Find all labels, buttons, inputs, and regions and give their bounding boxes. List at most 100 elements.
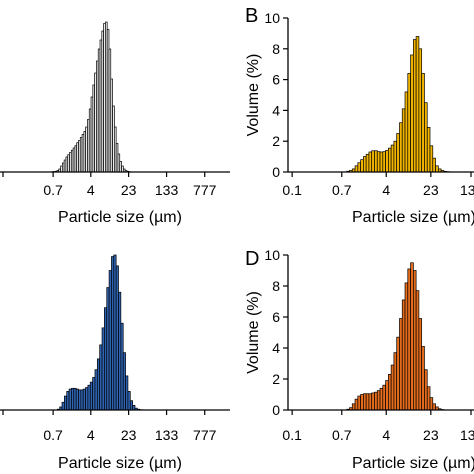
bar (122, 352, 126, 411)
y-axis-title: Volume (%) (245, 54, 262, 137)
bar (374, 391, 378, 411)
panel-label: B (245, 5, 258, 27)
bar (89, 381, 93, 411)
bar (108, 270, 112, 411)
bar (413, 270, 417, 411)
y-tick-label: 2 (272, 133, 280, 149)
y-tick-label: 0 (272, 164, 280, 180)
x-tick-label: 4 (87, 182, 95, 198)
bar (410, 54, 414, 173)
bar (66, 391, 70, 411)
bar (368, 393, 373, 411)
x-tick-label: 4 (382, 427, 390, 443)
panel-c: 0.7 4 23 133 777 Particle size (µm) (0, 254, 230, 472)
x-tick-label: 777 (193, 182, 217, 198)
x-tick-label: 13 (460, 182, 474, 198)
bar (390, 364, 395, 411)
bar (365, 153, 370, 173)
bar (371, 392, 375, 411)
bar (80, 389, 84, 411)
x-tick-label: 0.7 (332, 427, 352, 443)
bar (357, 162, 361, 173)
bar (376, 151, 381, 173)
bars-d (346, 262, 448, 411)
bar (379, 151, 384, 173)
y-tick-label: 2 (272, 371, 280, 387)
bar (385, 380, 389, 411)
bar (125, 375, 129, 411)
x-tick-label: 133 (155, 182, 179, 198)
bar (390, 144, 395, 173)
panel-b: 0 2 4 6 8 10 Volume (%) 0.1 0.7 4 23 13 Particle siz… (245, 5, 474, 226)
bar (360, 394, 364, 411)
x-axis-title: Particle size (µm) (58, 455, 182, 472)
bar (113, 254, 117, 411)
bar (388, 374, 392, 411)
bar (385, 150, 389, 173)
bar (424, 102, 428, 173)
x-tick-label: 13 (460, 427, 474, 443)
y-tick-label: 4 (272, 102, 280, 118)
bar (87, 384, 91, 411)
bar (368, 151, 373, 173)
x-tick-label: 23 (423, 182, 439, 198)
x-tick-label: 777 (193, 427, 217, 443)
x-tick-label: 0.7 (332, 182, 352, 198)
bar (418, 318, 423, 411)
bar (82, 388, 86, 411)
bar (354, 398, 359, 411)
bar (129, 400, 133, 411)
bar (435, 165, 439, 173)
x-tick-label: 0.1 (282, 182, 302, 198)
bar (61, 401, 65, 411)
bar (357, 395, 361, 411)
bar (92, 377, 96, 411)
bar (418, 48, 423, 173)
x-tick-label: 23 (423, 427, 439, 443)
bar (404, 91, 409, 173)
bar (104, 307, 108, 411)
bar (360, 159, 364, 173)
bar (429, 145, 434, 173)
x-tick-label: 0.7 (43, 182, 63, 198)
bar (127, 391, 131, 411)
bar (432, 403, 436, 411)
bar (396, 133, 400, 173)
bar (78, 389, 82, 411)
bar (393, 140, 398, 173)
bar (96, 358, 101, 411)
bar (120, 322, 124, 411)
bars-b (346, 36, 450, 173)
bar (106, 287, 110, 411)
bar (410, 262, 414, 411)
bars-c (56, 254, 143, 411)
y-axis-title: Volume (%) (245, 291, 262, 374)
y-tick-label: 8 (272, 278, 280, 294)
x-tick-label: 23 (121, 427, 137, 443)
bar (68, 388, 72, 411)
y-tick-label: 6 (272, 309, 280, 325)
x-tick-label: 133 (155, 427, 179, 443)
bar (429, 397, 434, 411)
bar (426, 126, 431, 173)
bar (354, 165, 359, 173)
bar (421, 346, 425, 411)
bar (415, 290, 420, 411)
bar (374, 150, 378, 173)
y-tick-label: 10 (264, 247, 280, 263)
bar (404, 282, 409, 411)
bar (432, 157, 436, 173)
bar (64, 395, 68, 411)
panel-a: 0.7 4 23 133 777 Particle size (µm) (0, 21, 230, 226)
y-tick-label: 6 (272, 72, 280, 88)
bar (396, 336, 400, 411)
bar (421, 73, 425, 173)
bar (407, 268, 411, 411)
x-axis-title: Particle size (µm) (58, 209, 182, 226)
bar (376, 390, 381, 411)
bar (382, 151, 386, 173)
y-tick-label: 10 (264, 10, 280, 26)
bars-a (49, 21, 131, 173)
panel-d: 0 2 4 6 8 10 Volume (%) 0.1 0.7 4 23 13 Particle siz… (245, 247, 474, 472)
